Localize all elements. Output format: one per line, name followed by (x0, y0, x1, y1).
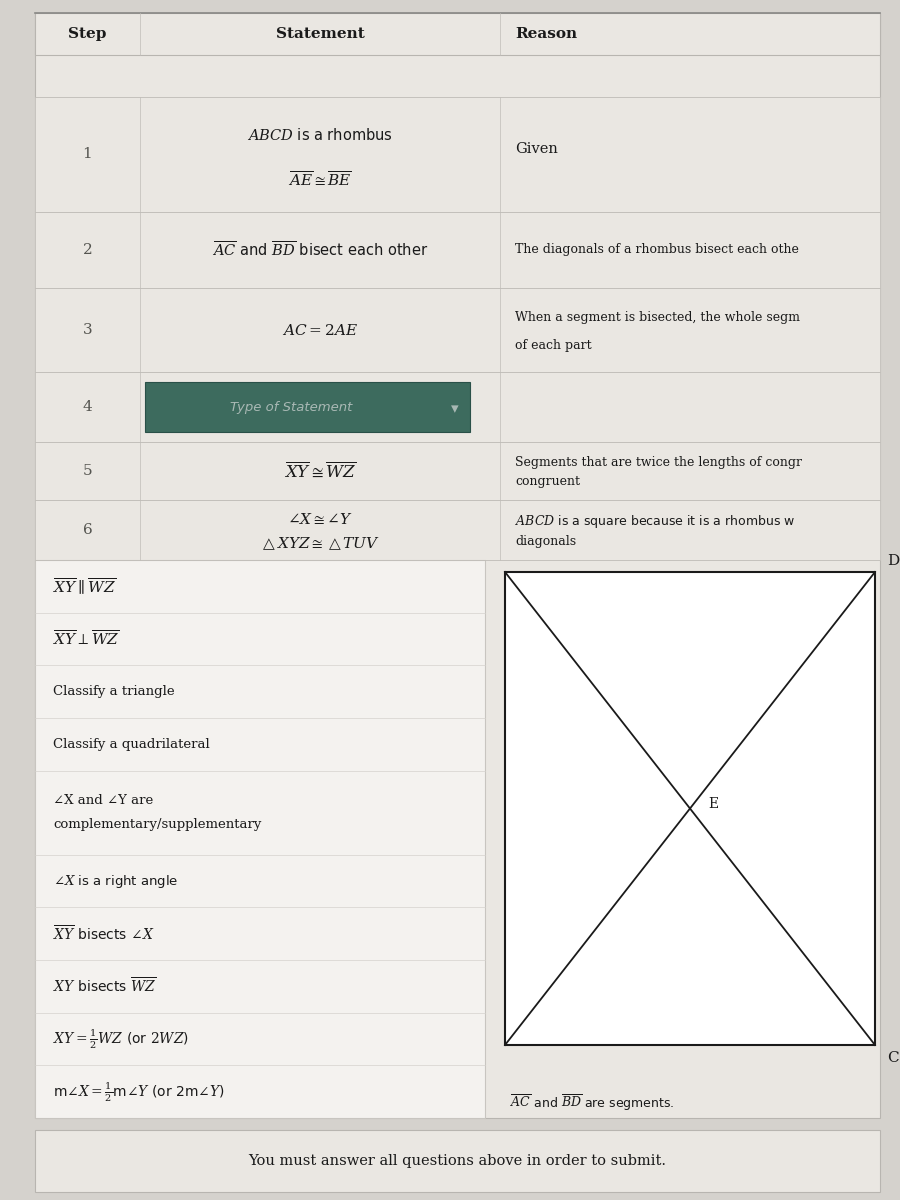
Text: 4: 4 (83, 400, 93, 414)
Text: of each part: of each part (515, 338, 591, 352)
Text: m$\angle X = \frac{1}{2}$m$\angle Y$ (or 2m$\angle Y$): m$\angle X = \frac{1}{2}$m$\angle Y$ (or… (53, 1080, 225, 1104)
Text: D: D (887, 554, 899, 568)
FancyBboxPatch shape (35, 442, 880, 500)
Text: Given: Given (515, 142, 558, 156)
Text: Classify a quadrilateral: Classify a quadrilateral (53, 738, 210, 751)
FancyBboxPatch shape (35, 372, 880, 442)
Text: $XY = \frac{1}{2}WZ$ (or $2WZ$): $XY = \frac{1}{2}WZ$ (or $2WZ$) (53, 1027, 189, 1051)
Text: $\overline{AC}$ and $\overline{BD}$ bisect each other: $\overline{AC}$ and $\overline{BD}$ bise… (212, 240, 428, 259)
Text: 2: 2 (83, 242, 93, 257)
Text: 1: 1 (83, 148, 93, 162)
Text: 6: 6 (83, 523, 93, 538)
Text: The diagonals of a rhombus bisect each othe: The diagonals of a rhombus bisect each o… (515, 244, 799, 257)
Text: $\overline{XY}$ bisects $\angle X$: $\overline{XY}$ bisects $\angle X$ (53, 924, 155, 943)
FancyBboxPatch shape (35, 97, 880, 212)
Text: $\overline{XY} \perp \overline{WZ}$: $\overline{XY} \perp \overline{WZ}$ (53, 629, 120, 648)
Text: $\triangle XYZ \cong \triangle TUV$: $\triangle XYZ \cong \triangle TUV$ (260, 535, 380, 552)
Text: $XY$ bisects $\overline{WZ}$: $XY$ bisects $\overline{WZ}$ (53, 977, 157, 996)
Text: 3: 3 (83, 323, 93, 337)
Text: congruent: congruent (515, 475, 580, 488)
FancyBboxPatch shape (35, 212, 880, 288)
Text: Reason: Reason (515, 26, 577, 41)
Text: ▾: ▾ (451, 402, 459, 416)
Text: Step: Step (68, 26, 107, 41)
Text: complementary/supplementary: complementary/supplementary (53, 818, 261, 832)
Text: Statement: Statement (275, 26, 364, 41)
Text: Classify a triangle: Classify a triangle (53, 685, 175, 698)
Text: $\angle X \cong \angle Y$: $\angle X \cong \angle Y$ (287, 511, 353, 527)
Text: $\angle X$ is a right angle: $\angle X$ is a right angle (53, 872, 178, 889)
FancyBboxPatch shape (35, 13, 880, 55)
Text: $\overline{XY} \parallel \overline{WZ}$: $\overline{XY} \parallel \overline{WZ}$ (53, 576, 116, 596)
Text: diagonals: diagonals (515, 535, 576, 548)
Text: Segments that are twice the lengths of congr: Segments that are twice the lengths of c… (515, 456, 802, 469)
Text: Type of Statement: Type of Statement (230, 401, 353, 414)
Text: C: C (887, 1051, 898, 1066)
FancyBboxPatch shape (35, 560, 485, 1118)
FancyBboxPatch shape (35, 1130, 880, 1192)
Text: 5: 5 (83, 464, 93, 478)
Text: $AC = 2AE$: $AC = 2AE$ (282, 323, 358, 337)
Text: E: E (708, 798, 718, 811)
FancyBboxPatch shape (145, 382, 470, 432)
Text: $\mathit{ABCD}$ is a square because it is a rhombus w: $\mathit{ABCD}$ is a square because it i… (515, 512, 796, 529)
Text: $\overline{AC}$ and $\overline{BD}$ are segments.: $\overline{AC}$ and $\overline{BD}$ are … (510, 1093, 675, 1114)
Text: When a segment is bisected, the whole segm: When a segment is bisected, the whole se… (515, 311, 800, 324)
Text: $\overline{AE} \cong \overline{BE}$: $\overline{AE} \cong \overline{BE}$ (288, 170, 352, 190)
Text: You must answer all questions above in order to submit.: You must answer all questions above in o… (248, 1154, 667, 1168)
FancyBboxPatch shape (505, 572, 875, 1045)
Text: $\overline{XY} \cong \overline{WZ}$: $\overline{XY} \cong \overline{WZ}$ (284, 461, 356, 481)
Text: ∠X and ∠Y are: ∠X and ∠Y are (53, 794, 153, 808)
FancyBboxPatch shape (35, 288, 880, 372)
FancyBboxPatch shape (35, 500, 880, 560)
Text: $\mathit{ABCD}$ is a rhombus: $\mathit{ABCD}$ is a rhombus (247, 127, 393, 143)
FancyBboxPatch shape (35, 13, 880, 1118)
